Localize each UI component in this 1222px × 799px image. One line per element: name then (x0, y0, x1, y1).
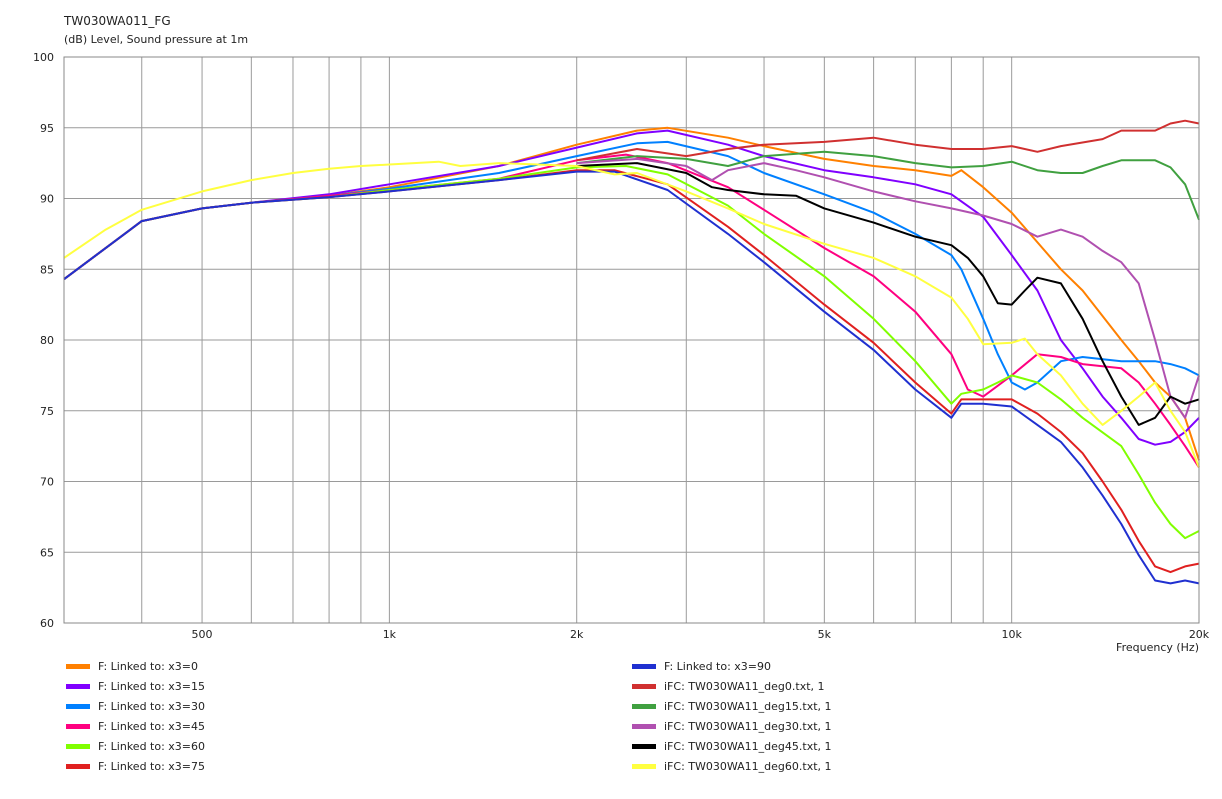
x-tick-label: 10k (1001, 628, 1022, 641)
plot-frame (63, 56, 1200, 624)
y-tick-label: 60 (40, 617, 54, 630)
series-line (63, 129, 1200, 446)
series-line (63, 165, 1200, 540)
x-tick-label: 2k (570, 628, 584, 641)
y-tick-label: 85 (40, 263, 54, 276)
series-line (63, 169, 1200, 574)
plot-series (63, 119, 1200, 585)
y-tick-label: 90 (40, 193, 54, 206)
x-tick-label: 500 (192, 628, 213, 641)
series-line (576, 150, 1200, 221)
y-tick-label: 75 (40, 405, 54, 418)
y-axis-label: (dB) Level, Sound pressure at 1m (64, 33, 249, 46)
series-line (63, 140, 1200, 391)
y-tick-label: 65 (40, 546, 54, 559)
plot-grid (64, 57, 1199, 623)
series-line (63, 160, 1200, 468)
x-axis-label: Frequency (Hz) (1116, 641, 1199, 654)
y-tick-label: 80 (40, 334, 54, 347)
y-tick-label: 95 (40, 122, 54, 135)
x-tick-label: 5k (818, 628, 832, 641)
series-line (63, 170, 1200, 585)
series-line (576, 162, 1200, 426)
x-tick-label: 1k (383, 628, 397, 641)
axis-ticks: 500 1k 2k 5k 10k 20k 60 65 70 75 80 85 90 95 100 Freque… (33, 51, 1210, 654)
series-line (576, 119, 1200, 162)
series-line (576, 157, 1200, 419)
y-tick-label: 70 (40, 476, 54, 489)
x-tick-label: 20k (1189, 628, 1210, 641)
chart-title: TW030WA011_FG (64, 14, 171, 28)
series-line (63, 153, 1200, 468)
y-tick-label: 100 (33, 51, 54, 64)
